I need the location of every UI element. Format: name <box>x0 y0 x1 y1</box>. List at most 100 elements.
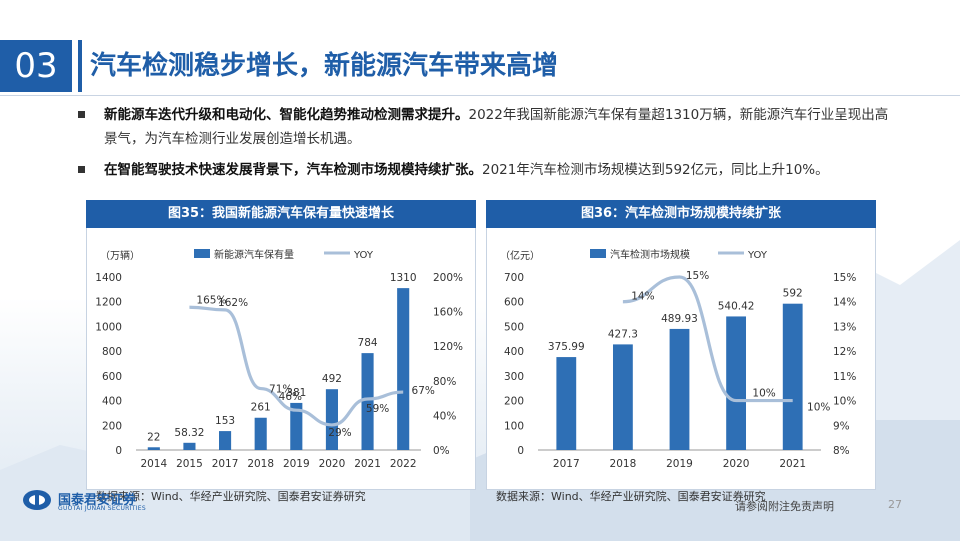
bar <box>726 316 747 450</box>
x-tick-label: 2020 <box>723 458 750 470</box>
bar-data-label: 375.99 <box>548 341 585 353</box>
y-right-tick: 0% <box>433 445 450 457</box>
bar-data-label: 261 <box>251 402 271 414</box>
bullet-square-icon <box>78 111 85 118</box>
bar-data-label: 58.32 <box>174 427 204 439</box>
yoy-data-label: 71% <box>269 384 292 396</box>
y-left-tick: 0 <box>517 445 524 457</box>
legend-bar-swatch <box>590 249 606 258</box>
y-right-tick: 9% <box>833 420 850 432</box>
bar-data-label: 22 <box>147 431 160 443</box>
bar <box>361 353 374 450</box>
x-tick-label: 2014 <box>140 458 167 470</box>
bar <box>147 447 160 450</box>
y-right-tick: 120% <box>433 341 463 353</box>
y-left-tick: 1400 <box>95 272 122 284</box>
x-tick-label: 2018 <box>610 458 637 470</box>
yoy-data-label: 165% <box>196 294 226 306</box>
disclaimer-link[interactable]: 请参阅附注免责声明 <box>735 500 834 513</box>
x-tick-label: 2022 <box>390 458 417 470</box>
y-left-tick: 200 <box>504 396 524 408</box>
y-left-tick: 600 <box>102 371 122 383</box>
logo-text: 国泰君安证券 <box>58 493 137 508</box>
bar <box>782 303 803 450</box>
bar <box>183 442 196 450</box>
y-left-tick: 200 <box>102 420 122 432</box>
y-right-tick: 80% <box>433 376 456 388</box>
page-number: 27 <box>888 498 902 511</box>
unit-label: （万辆） <box>100 249 140 262</box>
legend-line-label: YOY <box>353 250 374 261</box>
bar <box>219 431 232 450</box>
bar <box>669 328 690 450</box>
bullet-square-icon <box>78 166 85 173</box>
x-tick-label: 2018 <box>247 458 274 470</box>
y-left-tick: 0 <box>115 445 122 457</box>
bar <box>325 389 338 450</box>
yoy-data-label: 29% <box>328 427 351 439</box>
y-right-tick: 13% <box>833 321 856 333</box>
yoy-line <box>189 305 404 427</box>
section-number: 03 <box>0 40 72 92</box>
chart-2-source: 数据来源：Wind、华经产业研究院、国泰君安证券研究 <box>496 490 766 503</box>
yoy-data-label: 15% <box>686 270 709 282</box>
bar <box>556 357 577 450</box>
bar-data-label: 540.42 <box>718 300 755 312</box>
yoy-data-label: 59% <box>366 403 389 415</box>
bullet-1-text: 2022年我国新能源汽车保有量超1310万辆，新能源汽车行业呈现出高景气，为汽车… <box>104 107 889 147</box>
bar-data-label: 592 <box>783 288 803 300</box>
y-left-tick: 500 <box>504 321 524 333</box>
y-right-tick: 10% <box>833 396 856 408</box>
y-right-tick: 15% <box>833 272 856 284</box>
bar <box>397 288 410 450</box>
yoy-data-label: 46% <box>279 391 302 403</box>
x-tick-label: 2017 <box>212 458 239 470</box>
guotai-logo-icon <box>23 490 51 510</box>
y-left-tick: 700 <box>504 272 524 284</box>
y-left-tick: 400 <box>102 396 122 408</box>
x-tick-label: 2021 <box>779 458 806 470</box>
bar <box>254 417 267 450</box>
legend-bar-swatch <box>194 249 210 258</box>
bullet-1: 新能源车迭代升级和电动化、智能化趋势推动检测需求提升。2022年我国新能源汽车保… <box>78 103 898 151</box>
y-right-tick: 200% <box>433 272 463 284</box>
bullet-1-bold: 新能源车迭代升级和电动化、智能化趋势推动检测需求提升。 <box>104 107 469 123</box>
bullet-2: 在智能驾驶技术快速发展背景下，汽车检测市场规模持续扩张。2021年汽车检测市场规… <box>78 158 898 182</box>
yoy-data-label: 162% <box>218 297 248 309</box>
y-left-tick: 600 <box>504 297 524 309</box>
bullet-2-text: 2021年汽车检测市场规模达到592亿元，同比上升10%。 <box>482 162 829 178</box>
yoy-data-label: 10% <box>807 402 830 414</box>
bar-data-label: 1310 <box>390 272 417 284</box>
y-right-tick: 12% <box>833 346 856 358</box>
logo-text-en: GUOTAI JUNAN SECURITIES <box>58 505 146 512</box>
bar-data-label: 381 <box>286 387 306 399</box>
chart-1-source: 数据来源：Wind、华经产业研究院、国泰君安证券研究 <box>96 490 366 503</box>
yoy-data-label: 67% <box>412 385 435 397</box>
y-right-tick: 160% <box>433 307 463 319</box>
y-left-tick: 400 <box>504 346 524 358</box>
bar-data-label: 492 <box>322 373 342 385</box>
legend-bar-label: 汽车检测市场规模 <box>610 248 690 261</box>
y-right-tick: 11% <box>833 371 856 383</box>
y-right-tick: 14% <box>833 297 856 309</box>
x-tick-label: 2017 <box>553 458 580 470</box>
header-rule <box>0 95 960 96</box>
x-tick-label: 2019 <box>283 458 310 470</box>
chart-1-title: 图35：我国新能源汽车保有量快速增长 <box>86 200 476 228</box>
bar-data-label: 153 <box>215 415 235 427</box>
chart-2-title: 图36：汽车检测市场规模持续扩张 <box>486 200 876 228</box>
bar <box>290 402 303 450</box>
bar-data-label: 427.3 <box>608 328 638 340</box>
bullet-2-bold: 在智能驾驶技术快速发展背景下，汽车检测市场规模持续扩张。 <box>104 162 482 178</box>
bar <box>612 344 633 450</box>
x-tick-label: 2019 <box>666 458 693 470</box>
legend-bar-label: 新能源汽车保有量 <box>214 248 294 261</box>
unit-label: （亿元） <box>500 249 540 262</box>
yoy-line <box>622 275 793 403</box>
section-divider <box>78 40 82 92</box>
chart-1: （万辆） 新能源汽车保有量 YOY 0 200 400 600 800 1000 1200 1400… <box>95 248 463 470</box>
y-right-tick: 40% <box>433 410 456 422</box>
y-left-tick: 100 <box>504 420 524 432</box>
legend-line-label: YOY <box>747 250 768 261</box>
page-title: 汽车检测稳步增长，新能源汽车带来高增 <box>90 51 559 81</box>
